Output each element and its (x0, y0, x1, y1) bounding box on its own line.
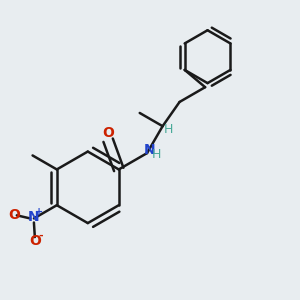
Text: O: O (8, 208, 20, 222)
Text: N: N (28, 210, 40, 224)
Text: +: + (35, 207, 44, 217)
Text: -: - (38, 231, 43, 241)
Text: O: O (29, 234, 41, 248)
Text: N: N (143, 143, 155, 157)
Text: H: H (152, 148, 161, 161)
Text: O: O (102, 126, 114, 140)
Text: H: H (164, 123, 173, 136)
